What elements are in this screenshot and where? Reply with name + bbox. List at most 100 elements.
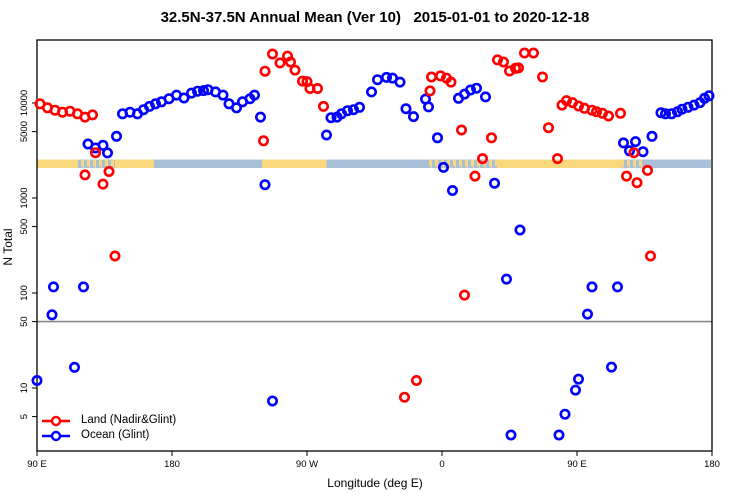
- data-point: [425, 71, 437, 83]
- data-point: [629, 136, 641, 148]
- data-point: [78, 281, 90, 293]
- data-point: [605, 361, 617, 373]
- data-point: [90, 147, 102, 159]
- data-point: [317, 100, 329, 112]
- plot-border: [36, 39, 713, 452]
- data-point: [536, 71, 548, 83]
- data-point: [111, 130, 123, 142]
- data-point: [491, 54, 503, 66]
- data-point: [431, 132, 443, 144]
- data-point: [217, 89, 229, 101]
- data-point: [476, 153, 488, 165]
- data-point: [341, 105, 353, 117]
- data-point: [259, 179, 271, 191]
- data-point: [628, 147, 640, 159]
- chart-title: 32.5N-37.5N Annual Mean (Ver 10) 2015-01…: [160, 9, 590, 26]
- data-point: [470, 82, 482, 94]
- data-point: [186, 87, 198, 99]
- data-point: [569, 384, 581, 396]
- surface-band-segment-land: [497, 159, 622, 168]
- data-point: [445, 76, 457, 88]
- y-tick-label: 500: [19, 219, 30, 235]
- data-point: [87, 109, 99, 121]
- data-point: [703, 90, 715, 102]
- data-point: [69, 361, 81, 373]
- data-point: [266, 395, 278, 407]
- data-point: [380, 71, 392, 83]
- data-point: [296, 75, 308, 87]
- data-point: [320, 129, 332, 141]
- x-tick-label: 90 E: [27, 459, 47, 470]
- data-point: [266, 48, 278, 60]
- ocean-series-marker-icon: [42, 430, 70, 441]
- data-point: [103, 166, 115, 178]
- data-point: [446, 185, 458, 197]
- legend: Land (Nadir&Glint) Ocean (Glint): [41, 413, 176, 443]
- data-point: [79, 169, 91, 181]
- surface-band-segment-coast: [77, 159, 115, 168]
- data-point: [518, 47, 530, 59]
- data-point: [325, 112, 337, 124]
- x-tick-label: 180: [164, 459, 180, 470]
- land-series-marker-icon: [42, 415, 70, 426]
- y-tick-label: 1000: [19, 187, 30, 208]
- data-point: [542, 122, 554, 134]
- data-point: [620, 170, 632, 182]
- data-point: [407, 111, 419, 123]
- y-tick-label: 100: [19, 285, 30, 301]
- data-point: [178, 92, 190, 104]
- data-point: [371, 74, 383, 86]
- data-point: [551, 153, 563, 165]
- data-point: [347, 104, 359, 116]
- surface-band-segment-ocean: [643, 159, 711, 168]
- data-point: [109, 250, 121, 262]
- legend-item-ocean: Ocean (Glint): [41, 428, 176, 443]
- data-point: [47, 281, 59, 293]
- data-point: [150, 98, 162, 110]
- y-tick-label: 10000: [19, 90, 30, 116]
- x-tick-label: 0: [439, 459, 444, 470]
- data-point: [31, 374, 43, 386]
- series-land: [34, 47, 656, 403]
- data-point: [455, 124, 467, 136]
- data-point: [637, 146, 649, 158]
- y-tick-label: 5000: [19, 121, 30, 142]
- data-point: [231, 102, 243, 114]
- legend-item-land: Land (Nadir&Glint): [41, 413, 176, 428]
- data-point: [394, 76, 406, 88]
- data-point: [97, 139, 109, 151]
- data-point: [559, 408, 571, 420]
- surface-band-segment-coast: [622, 159, 643, 168]
- data-point: [488, 177, 500, 189]
- data-point: [512, 62, 524, 74]
- data-point: [614, 107, 626, 119]
- data-point: [617, 137, 629, 149]
- data-point: [437, 161, 449, 173]
- data-point: [102, 147, 114, 159]
- data-point: [398, 391, 410, 403]
- data-point: [572, 100, 584, 112]
- data-point: [97, 178, 109, 190]
- data-point: [422, 101, 434, 113]
- data-point: [469, 170, 481, 182]
- data-point: [284, 56, 296, 68]
- data-point: [682, 101, 694, 113]
- data-point: [424, 85, 436, 97]
- y-axis-label: N Total: [1, 228, 15, 266]
- data-point: [289, 64, 301, 76]
- x-tick-label: 90 E: [567, 459, 587, 470]
- data-point: [257, 135, 269, 147]
- data-point: [553, 429, 565, 441]
- data-point: [646, 130, 658, 142]
- data-point: [479, 91, 491, 103]
- data-point: [602, 110, 614, 122]
- data-point: [464, 84, 476, 96]
- data-point: [254, 111, 266, 123]
- data-point: [631, 177, 643, 189]
- data-point: [485, 132, 497, 144]
- surface-band-segment-ocean: [326, 159, 427, 168]
- data-point: [572, 373, 584, 385]
- data-point: [458, 289, 470, 301]
- data-point: [644, 250, 656, 262]
